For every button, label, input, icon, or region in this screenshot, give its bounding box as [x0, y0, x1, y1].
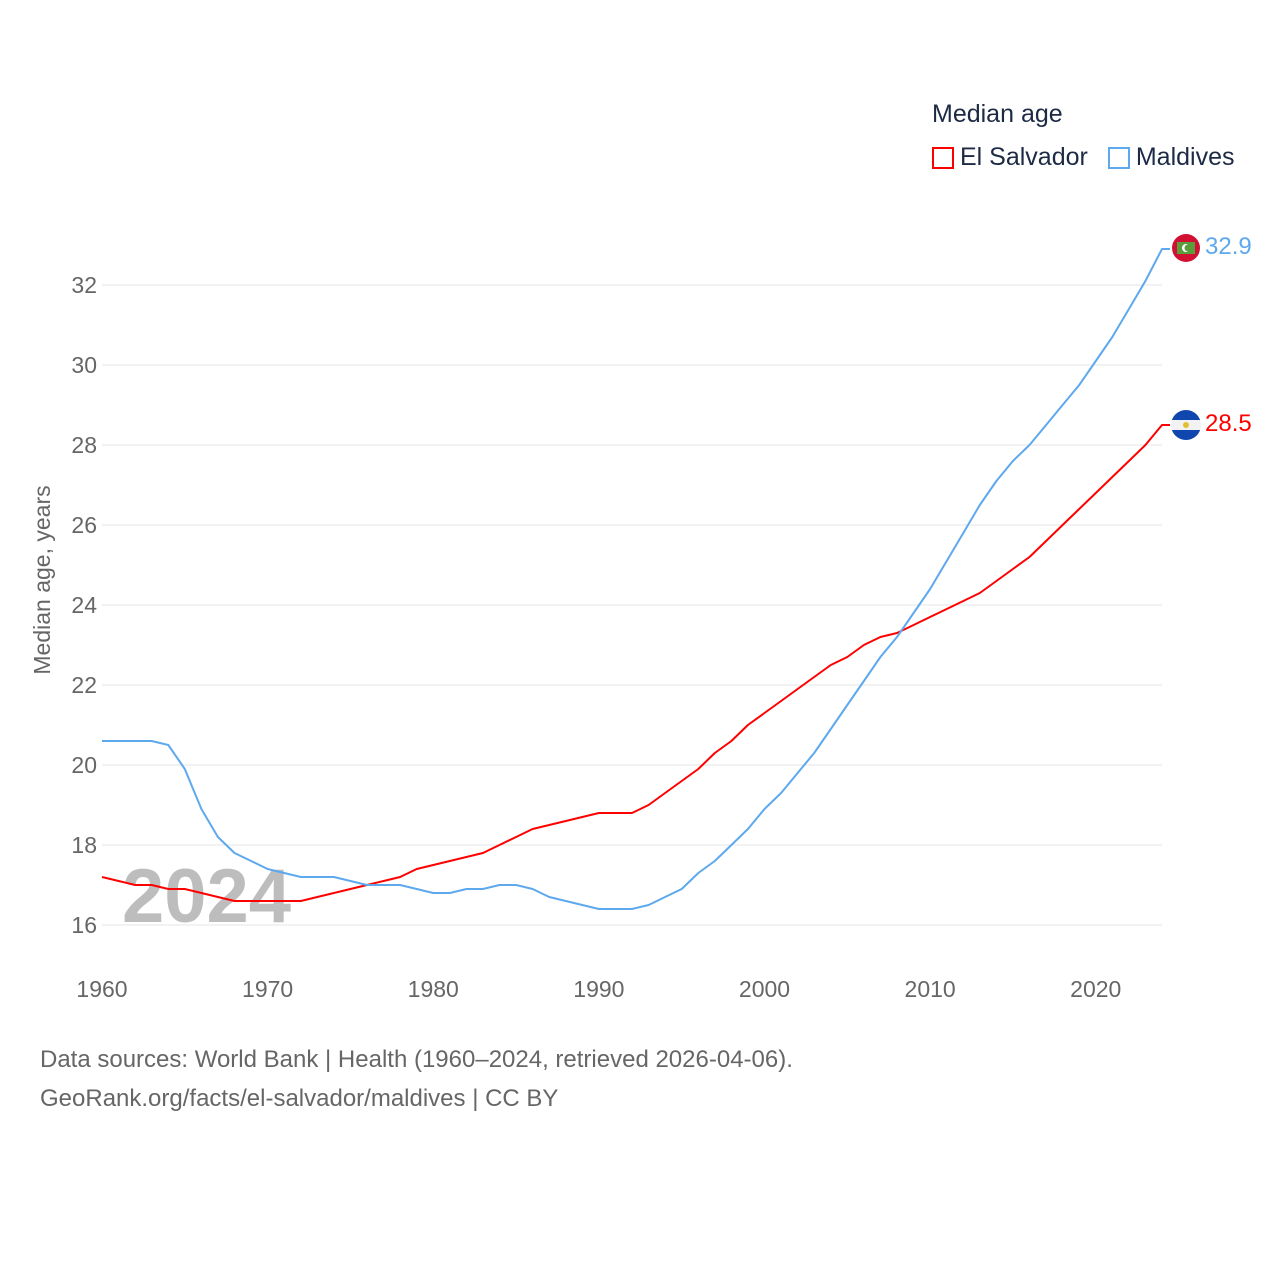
y-tick-label: 28 — [71, 432, 97, 458]
year-watermark: 2024 — [122, 854, 291, 939]
y-tick-label: 22 — [71, 672, 97, 698]
series-line-el-salvador[interactable] — [101, 424, 1170, 902]
legend-label: El Salvador — [960, 143, 1088, 171]
legend: El Salvador Maldives — [932, 143, 1235, 172]
y-tick-label: 26 — [71, 512, 97, 538]
y-tick-label: 18 — [71, 832, 97, 858]
legend-item-el-salvador[interactable]: El Salvador — [932, 143, 1088, 172]
source-url-text[interactable]: GeoRank.org/facts/el-salvador/maldives |… — [40, 1085, 559, 1112]
y-tick-label: 32 — [71, 272, 97, 298]
x-tick-label: 1970 — [242, 976, 293, 1002]
legend-swatch-maldives — [1107, 146, 1130, 169]
series-line-maldives[interactable] — [102, 248, 1170, 910]
maldives-flag-icon — [1172, 234, 1200, 262]
y-axis-label: Median age, years — [29, 485, 55, 674]
el-salvador-end-label: 28.5 — [1205, 410, 1252, 437]
x-tick-label: 2000 — [739, 976, 790, 1002]
y-tick-label: 30 — [71, 352, 97, 378]
x-tick-label: 1990 — [573, 976, 624, 1002]
legend-swatch-el-salvador — [932, 146, 954, 169]
el-salvador-flag-icon — [1171, 410, 1201, 440]
x-tick-label: 2020 — [1070, 976, 1121, 1002]
legend-label: Maldives — [1135, 143, 1235, 171]
legend-title: Median age — [932, 100, 1063, 128]
x-tick-label: 1980 — [408, 976, 459, 1002]
y-tick-label: 20 — [71, 752, 97, 778]
maldives-end-label: 32.9 — [1205, 233, 1252, 260]
x-tick-label: 1960 — [76, 976, 127, 1002]
legend-item-maldives[interactable]: Maldives — [1107, 143, 1235, 172]
y-tick-label: 16 — [71, 912, 97, 938]
y-tick-label: 24 — [71, 592, 97, 618]
data-source-text: Data sources: World Bank | Health (1960–… — [40, 1046, 793, 1073]
x-tick-label: 2010 — [905, 976, 956, 1002]
